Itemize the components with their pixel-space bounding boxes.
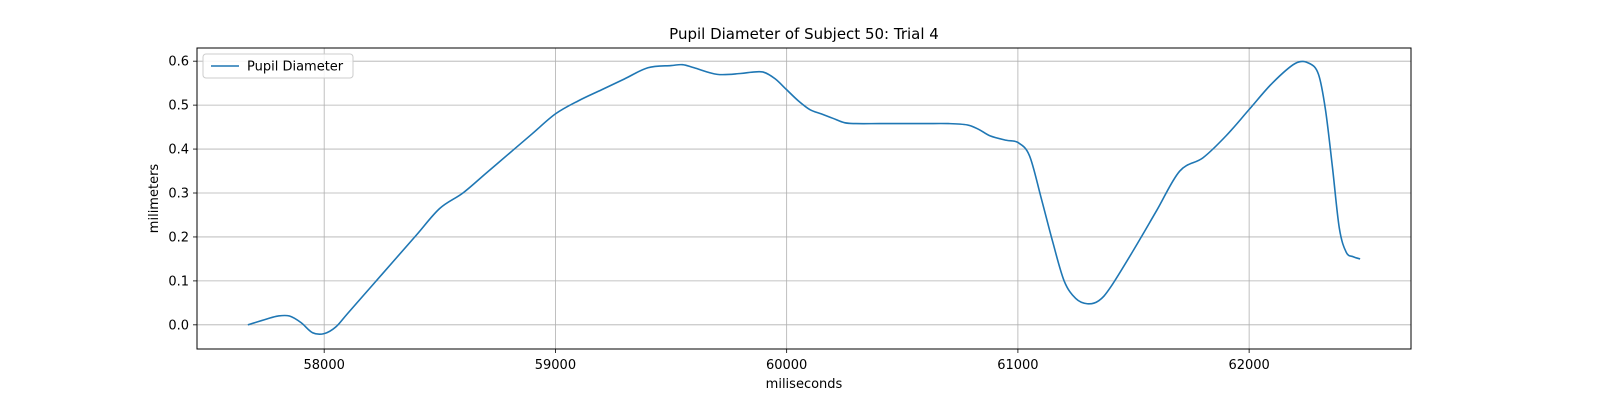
x-tick-label: 59000 bbox=[535, 358, 576, 373]
legend-box bbox=[202, 53, 354, 79]
x-axis-label: miliseconds bbox=[766, 377, 843, 392]
x-tick-label: 62000 bbox=[1228, 358, 1269, 373]
x-tick-label: 58000 bbox=[304, 358, 345, 373]
legend-label: Pupil Diameter bbox=[247, 60, 344, 75]
y-tick-label: 0.5 bbox=[168, 99, 189, 114]
grid-lines bbox=[197, 48, 1411, 349]
y-tick-label: 0.1 bbox=[168, 274, 189, 289]
y-tick-label: 0.4 bbox=[168, 143, 189, 158]
x-tick-label: 61000 bbox=[997, 358, 1038, 373]
x-axis-ticks: 58000 59000 60000 61000 62000 bbox=[304, 349, 1270, 373]
legend: Pupil Diameter bbox=[202, 53, 354, 79]
x-tick-label: 60000 bbox=[766, 358, 807, 373]
series-lines bbox=[247, 60, 1361, 336]
y-tick-label: 0.3 bbox=[168, 187, 189, 202]
plot-frame bbox=[196, 47, 1412, 350]
y-axis-label: milimeters bbox=[147, 164, 162, 234]
y-tick-label: 0.0 bbox=[168, 318, 189, 333]
y-tick-label: 0.6 bbox=[168, 55, 189, 70]
chart-title: Pupil Diameter of Subject 50: Trial 4 bbox=[669, 25, 939, 43]
y-axis-ticks: 0.0 0.1 0.2 0.3 0.4 0.5 0.6 bbox=[168, 55, 197, 333]
y-tick-label: 0.2 bbox=[168, 230, 189, 245]
series-line-0 bbox=[247, 60, 1361, 336]
